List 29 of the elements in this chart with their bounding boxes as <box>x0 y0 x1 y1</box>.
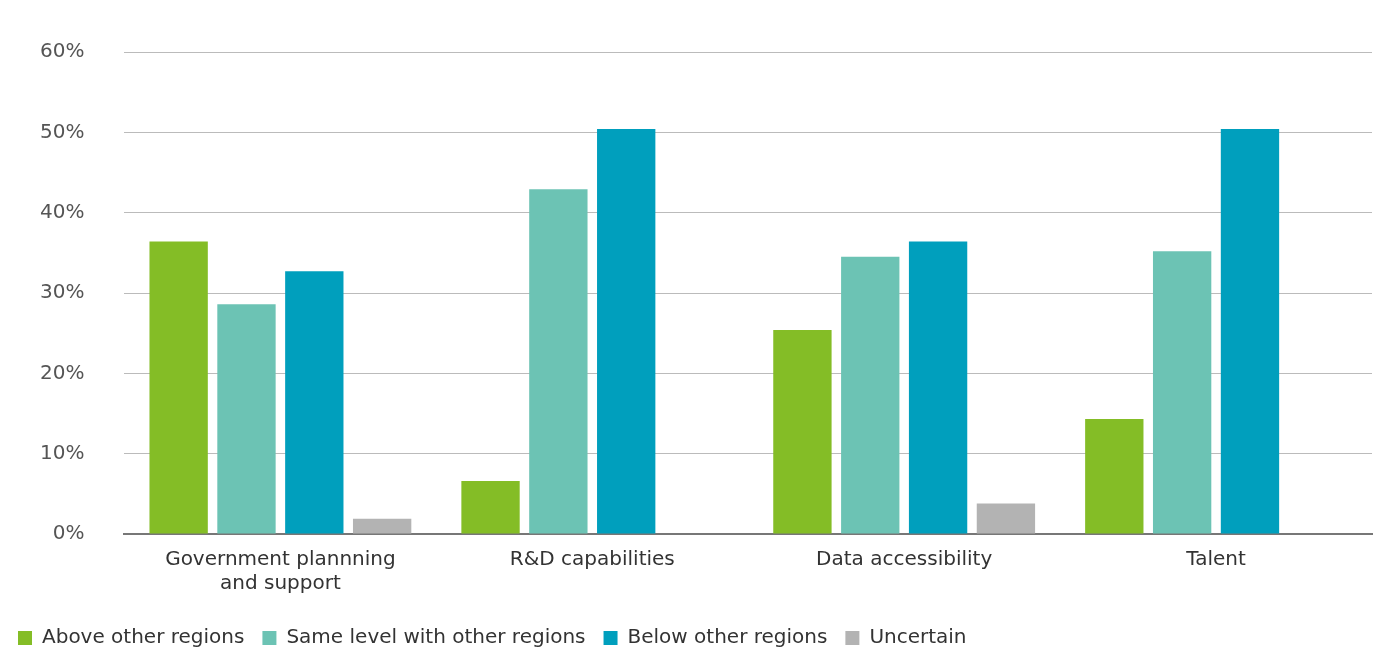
y-tick-label: 20% <box>40 359 85 384</box>
bar <box>908 241 968 534</box>
legend-label: Above other regions <box>42 624 245 649</box>
y-tick-label: 40% <box>40 198 85 223</box>
bar <box>352 518 412 534</box>
legend-label: Below other regions <box>627 624 828 649</box>
legend-label: Uncertain <box>869 624 967 649</box>
bar <box>285 271 344 534</box>
y-tick-label: 50% <box>40 118 85 143</box>
legend-label: Same level with other regions <box>286 624 586 649</box>
x-tick-label: Government plannning and support <box>165 546 396 595</box>
bar <box>976 503 1036 534</box>
bar <box>149 241 208 534</box>
bar <box>597 129 656 534</box>
bar <box>461 480 520 534</box>
y-tick-label: 60% <box>40 38 85 63</box>
y-tick-label: 0% <box>52 520 85 545</box>
bar <box>217 304 276 534</box>
bar <box>1152 251 1212 534</box>
x-tick-label: Data accessibility <box>816 546 993 571</box>
bar <box>773 329 832 534</box>
bar <box>841 256 900 534</box>
bar <box>529 189 588 534</box>
y-tick-label: 10% <box>40 439 85 464</box>
x-tick-label: R&D capabilities <box>509 546 675 571</box>
y-tick-label: 30% <box>40 279 85 304</box>
bar <box>1085 419 1144 534</box>
bar <box>1220 129 1280 534</box>
x-tick-label: Talent <box>1185 546 1246 571</box>
